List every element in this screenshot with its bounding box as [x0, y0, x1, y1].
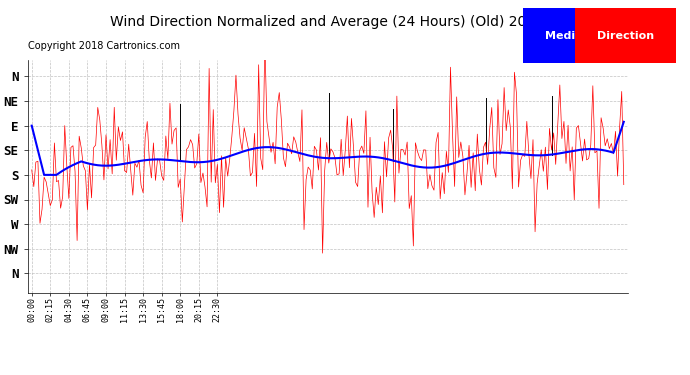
Text: Wind Direction Normalized and Average (24 Hours) (Old) 20180126: Wind Direction Normalized and Average (2… [110, 15, 580, 29]
Text: Direction: Direction [597, 31, 654, 40]
Text: Median: Median [545, 31, 591, 40]
Text: Copyright 2018 Cartronics.com: Copyright 2018 Cartronics.com [28, 41, 179, 51]
